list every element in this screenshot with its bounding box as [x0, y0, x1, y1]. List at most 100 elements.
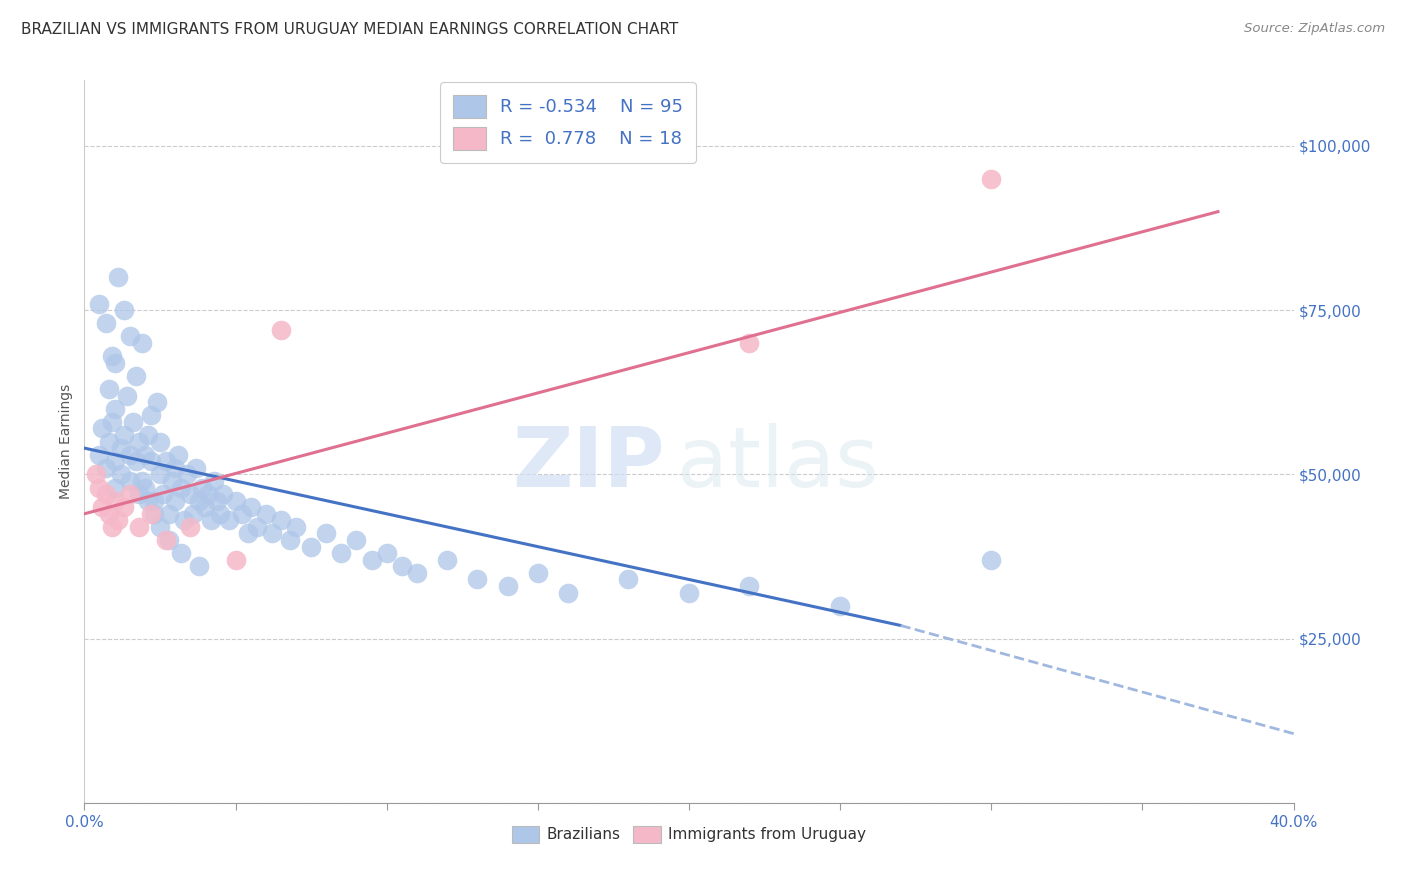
Point [167, 448, 190, 462]
Point [152, 487, 174, 501]
Point [830, 599, 852, 613]
Point [128, 487, 150, 501]
Point [188, 559, 211, 574]
Point [170, 546, 193, 560]
Point [202, 474, 225, 488]
Point [197, 487, 219, 501]
Point [557, 585, 579, 599]
Point [225, 553, 247, 567]
Point [104, 356, 127, 370]
Point [188, 493, 211, 508]
Point [170, 481, 193, 495]
Point [980, 553, 1002, 567]
Point [142, 493, 165, 508]
Text: Source: ZipAtlas.com: Source: ZipAtlas.com [1244, 22, 1385, 36]
Point [146, 395, 169, 409]
Point [160, 474, 183, 488]
Point [360, 553, 382, 567]
Point [112, 303, 135, 318]
Point [94, 316, 117, 330]
Point [149, 520, 172, 534]
Point [191, 481, 214, 495]
Point [155, 533, 177, 547]
Point [299, 540, 322, 554]
Point [617, 573, 640, 587]
Point [346, 533, 368, 547]
Legend: Brazilians, Immigrants from Uruguay: Brazilians, Immigrants from Uruguay [506, 820, 872, 849]
Point [231, 507, 253, 521]
Point [496, 579, 519, 593]
Point [176, 467, 198, 482]
Point [91, 421, 114, 435]
Point [125, 368, 148, 383]
Point [527, 566, 550, 580]
Point [165, 460, 187, 475]
Y-axis label: Median Earnings: Median Earnings [59, 384, 73, 500]
Point [136, 493, 159, 508]
Point [181, 507, 204, 521]
Point [118, 329, 141, 343]
Point [270, 513, 292, 527]
Point [115, 388, 138, 402]
Point [125, 454, 148, 468]
Point [131, 336, 153, 351]
Point [194, 500, 217, 515]
Point [97, 382, 120, 396]
Point [107, 270, 129, 285]
Text: atlas: atlas [676, 423, 879, 504]
Point [136, 428, 159, 442]
Point [149, 467, 172, 482]
Point [212, 487, 235, 501]
Point [330, 546, 353, 560]
Point [94, 487, 117, 501]
Point [260, 526, 283, 541]
Point [121, 415, 143, 429]
Point [118, 487, 141, 501]
Point [89, 481, 111, 495]
Point [107, 513, 129, 527]
Text: BRAZILIAN VS IMMIGRANTS FROM URUGUAY MEDIAN EARNINGS CORRELATION CHART: BRAZILIAN VS IMMIGRANTS FROM URUGUAY MED… [21, 22, 679, 37]
Point [315, 526, 337, 541]
Point [246, 520, 269, 534]
Point [97, 434, 120, 449]
Point [157, 507, 180, 521]
Point [254, 507, 277, 521]
Point [100, 349, 122, 363]
Point [218, 513, 240, 527]
Point [118, 474, 141, 488]
Point [89, 296, 111, 310]
Point [200, 513, 222, 527]
Point [134, 481, 156, 495]
Point [128, 434, 150, 449]
Point [157, 533, 180, 547]
Point [118, 448, 141, 462]
Point [270, 323, 292, 337]
Point [112, 500, 135, 515]
Point [128, 520, 150, 534]
Point [100, 520, 122, 534]
Point [100, 415, 122, 429]
Point [173, 513, 195, 527]
Point [142, 507, 165, 521]
Point [467, 573, 489, 587]
Point [186, 460, 208, 475]
Point [678, 585, 700, 599]
Point [134, 448, 156, 462]
Point [104, 401, 127, 416]
Point [86, 467, 108, 482]
Point [110, 467, 132, 482]
Point [207, 493, 229, 508]
Point [139, 409, 162, 423]
Point [91, 500, 114, 515]
Point [104, 493, 127, 508]
Point [436, 553, 458, 567]
Text: ZIP: ZIP [512, 423, 665, 504]
Point [391, 559, 413, 574]
Point [155, 454, 177, 468]
Point [406, 566, 429, 580]
Point [980, 171, 1002, 186]
Point [139, 507, 162, 521]
Point [94, 460, 117, 475]
Point [738, 579, 761, 593]
Point [165, 493, 187, 508]
